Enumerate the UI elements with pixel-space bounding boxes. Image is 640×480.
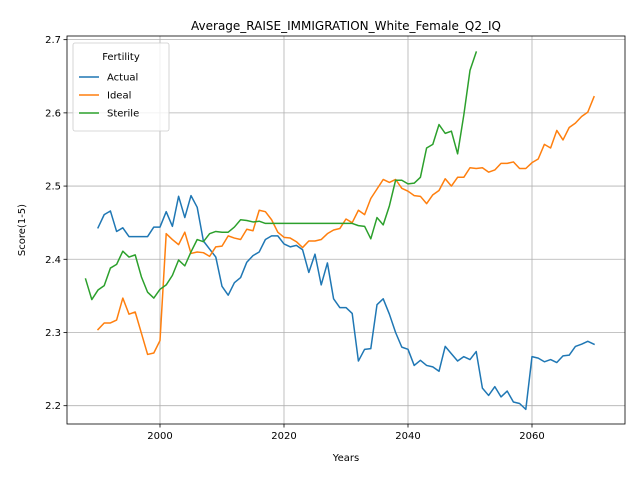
y-axis-label: Score(1-5) (17, 204, 28, 256)
legend-label-ideal: Ideal (107, 91, 131, 102)
x-tick-label: 2040 (395, 431, 420, 442)
x-tick-label: 2000 (147, 431, 172, 442)
series-group (84, 51, 595, 411)
legend-title: Fertility (102, 52, 140, 63)
x-axis-label: Years (332, 453, 359, 464)
legend-label-actual: Actual (107, 73, 138, 84)
chart-title: Average_RAISE_IMMIGRATION_White_Female_Q… (191, 19, 501, 33)
x-axis-ticks: 2000 2020 2040 2060 (147, 424, 545, 442)
series-line-ideal (96, 95, 595, 356)
legend-label-sterile: Sterile (107, 109, 139, 120)
x-tick-label: 2060 (519, 431, 544, 442)
y-tick-label: 2.3 (45, 328, 61, 339)
y-tick-label: 2.5 (45, 182, 61, 193)
x-tick-label: 2020 (271, 431, 296, 442)
y-axis-ticks: 2.2 2.3 2.4 2.5 2.6 2.7 (45, 35, 67, 412)
y-tick-label: 2.2 (45, 401, 61, 412)
series-line-actual (97, 194, 595, 411)
legend-box (72, 42, 170, 132)
y-tick-label: 2.6 (45, 108, 61, 119)
y-tick-label: 2.7 (45, 35, 61, 46)
y-tick-label: 2.4 (45, 255, 61, 266)
plot-frame (66, 35, 626, 425)
legend: Fertility Actual Ideal Sterile (72, 42, 170, 132)
series-line-sterile (84, 51, 478, 301)
